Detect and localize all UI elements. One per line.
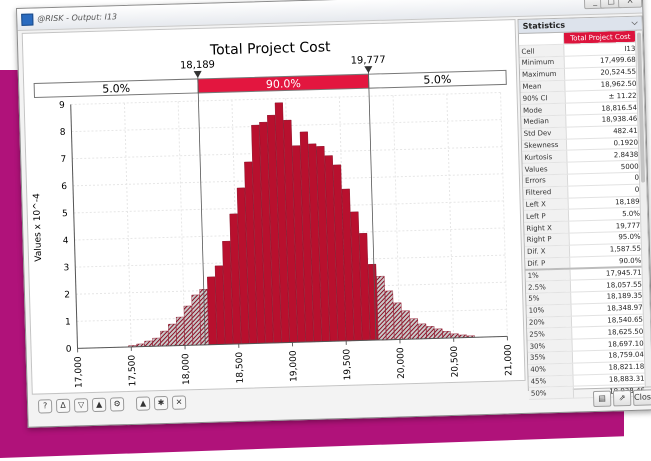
statistics-title: Statistics [522, 20, 566, 31]
left-marker-handle[interactable] [193, 70, 202, 78]
histogram-bar [207, 276, 218, 345]
right-marker-value: 19,777 [350, 55, 385, 67]
y-tick-label: 9 [59, 101, 65, 111]
export-icon[interactable]: ⇗ [612, 389, 632, 407]
histogram-bar [426, 326, 435, 339]
help-icon[interactable]: ? [37, 399, 53, 414]
right-marker-line[interactable] [367, 68, 377, 341]
distribution-icon[interactable]: ▽ [73, 398, 89, 413]
x-tick-label: 19,000 [289, 350, 300, 382]
x-tick-label: 19,500 [342, 348, 353, 380]
statistics-panel: Statistics ⌵ Total Project Cost Cell I13 M… [517, 15, 651, 400]
statistics-scrollbar-thumb[interactable] [636, 32, 646, 183]
scatter-icon[interactable]: ✕ [171, 395, 187, 410]
y-tick-label: 8 [60, 128, 66, 138]
histogram-chart-area: 0 1 2 3 4 5 6 7 8 9 17,000 17,500 18,000 18,500 19,000… [21, 19, 526, 395]
x-tick-label: 17,000 [74, 356, 85, 388]
histogram-bar [409, 318, 419, 340]
x-tick-label: 20,000 [396, 347, 407, 379]
histogram-icon[interactable]: ▲ [135, 396, 151, 411]
grid-line-x [500, 92, 508, 337]
y-axis-line [70, 104, 79, 349]
graph-type-icon[interactable]: ▲ [91, 397, 107, 413]
histogram-bar [393, 302, 403, 340]
grid-line-x [177, 101, 186, 346]
histogram-chart: 0 1 2 3 4 5 6 7 8 9 17,000 17,500 18,000 18,500 19,000… [32, 39, 515, 388]
y-tick-label: 2 [64, 290, 70, 300]
x-axis-line [77, 335, 508, 349]
statistics-row-label: 50% [528, 386, 574, 400]
histogram-bar [152, 337, 161, 347]
fit-icon[interactable]: Δ [55, 398, 71, 414]
grid-line-x [392, 95, 401, 340]
axes: 0 1 2 3 4 5 6 7 8 9 17,000 17,500 18,000 18,500 19,000… [59, 101, 515, 388]
y-tick-label: 4 [63, 236, 69, 246]
x-tick-label: 18,000 [181, 353, 192, 385]
report-icon[interactable]: ▤ [592, 390, 612, 408]
y-tick-label: 0 [66, 345, 72, 355]
histogram-bar [401, 310, 411, 340]
y-tick-label: 7 [60, 155, 66, 165]
grid-line-x [446, 93, 455, 338]
x-tick-label: 17,500 [127, 354, 138, 386]
left-marker-line[interactable] [197, 72, 206, 345]
histogram-bar [168, 323, 177, 347]
right-marker-handle[interactable] [364, 66, 373, 74]
delimiter-middle-percent: 90.0% [266, 77, 301, 91]
histogram-bars [128, 102, 475, 348]
histogram-bar [175, 316, 185, 346]
histogram-bar [160, 330, 169, 347]
window-action-buttons: ▤ ⇗ Close [592, 389, 651, 409]
y-axis-label: Values x 10^-4 [32, 193, 44, 262]
app-icon [21, 13, 34, 26]
risk-output-window: @RISK - Output: I13 _ □ X 0 1 2 3 4 5 6 7 8 9 17,0… [16, 0, 651, 428]
grid-line-x [123, 102, 132, 347]
histogram-bar [434, 328, 443, 339]
delimiter-bar[interactable]: 5.0% 90.0% 5.0% 18,189 19,777 [33, 51, 514, 349]
left-marker-value: 18,189 [180, 59, 215, 71]
chart-title: Total Project Cost [209, 39, 332, 58]
histogram-bar [183, 305, 193, 346]
statistics-table: Total Project Cost Cell I13 Minimum 17,499.… [518, 30, 648, 400]
chevron-down-icon[interactable]: ⌵ [631, 17, 638, 27]
delimiter-right-percent: 5.0% [423, 73, 451, 87]
tornado-icon[interactable]: ✱ [153, 395, 169, 411]
histogram-bar [418, 323, 427, 340]
histogram-bar [191, 294, 201, 346]
y-tick-label: 6 [61, 182, 67, 192]
x-tick-label: 18,500 [235, 351, 246, 383]
window-title: @RISK - Output: I13 [37, 12, 118, 24]
settings-icon[interactable]: ⚙ [109, 397, 125, 412]
delimiter-left-percent: 5.0% [102, 82, 130, 96]
histogram-bar [376, 275, 387, 341]
y-tick-label: 1 [65, 317, 71, 327]
x-tick-label: 20,500 [450, 345, 461, 377]
close-window-button[interactable]: X [617, 0, 643, 9]
histogram-bar [442, 331, 451, 339]
y-tick-label: 3 [63, 263, 69, 273]
close-button[interactable]: Close [632, 389, 651, 406]
histogram-bar [144, 340, 153, 347]
y-tick-label: 5 [62, 209, 68, 219]
x-tick-label: 21,000 [504, 344, 515, 376]
histogram-bar [384, 290, 395, 340]
